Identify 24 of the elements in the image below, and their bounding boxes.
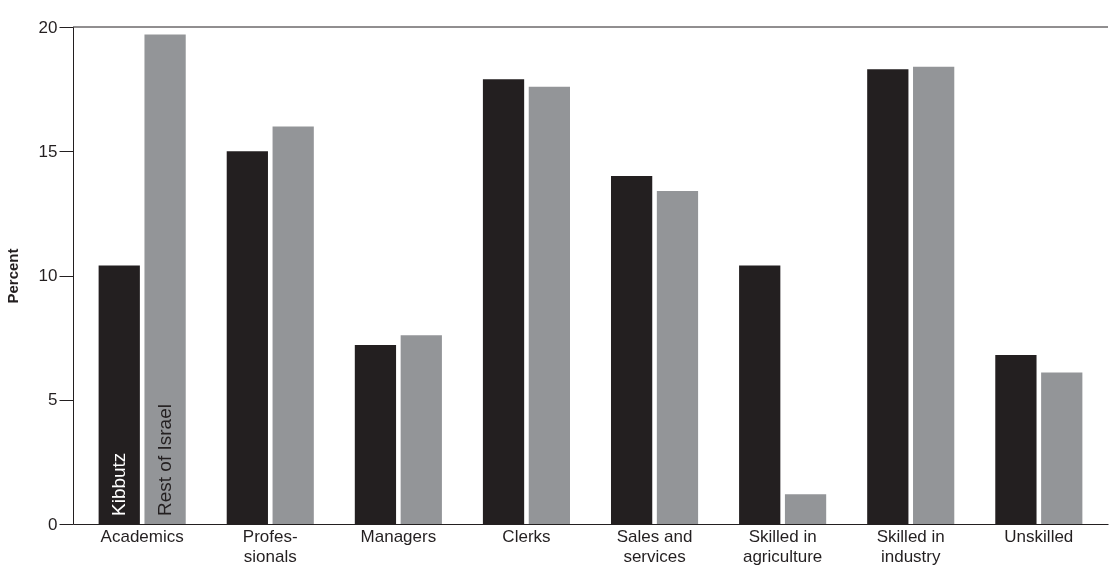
y-axis-title: Percent <box>3 248 21 304</box>
series-label: Rest of Israel <box>154 404 176 516</box>
bar <box>913 66 955 524</box>
x-tick-label: Clerks <box>502 526 551 546</box>
bar <box>272 126 314 524</box>
x-tick-label: Managers <box>360 526 437 546</box>
x-tick-label: Sales and services <box>616 526 693 566</box>
bar <box>1041 372 1083 524</box>
x-tick-label: Skilled in agriculture <box>742 526 823 566</box>
bar <box>784 494 827 524</box>
bar <box>400 335 442 524</box>
y-tick-label: 0 <box>48 514 58 534</box>
bar <box>144 34 186 524</box>
y-tick-label: 10 <box>38 266 58 285</box>
series-label: Kibbutz <box>108 452 130 516</box>
y-tick-label: 15 <box>38 141 58 161</box>
x-tick-label: Unskilled <box>1004 526 1074 546</box>
y-tick-label: 5 <box>48 390 58 410</box>
bar <box>528 86 570 524</box>
x-tick-label: Profes- sionals <box>242 526 298 566</box>
x-tick-label: Skilled in industry <box>876 526 945 566</box>
y-tick-label: 20 <box>38 17 58 37</box>
x-tick-label: Academics <box>100 526 184 546</box>
bar <box>656 191 699 524</box>
